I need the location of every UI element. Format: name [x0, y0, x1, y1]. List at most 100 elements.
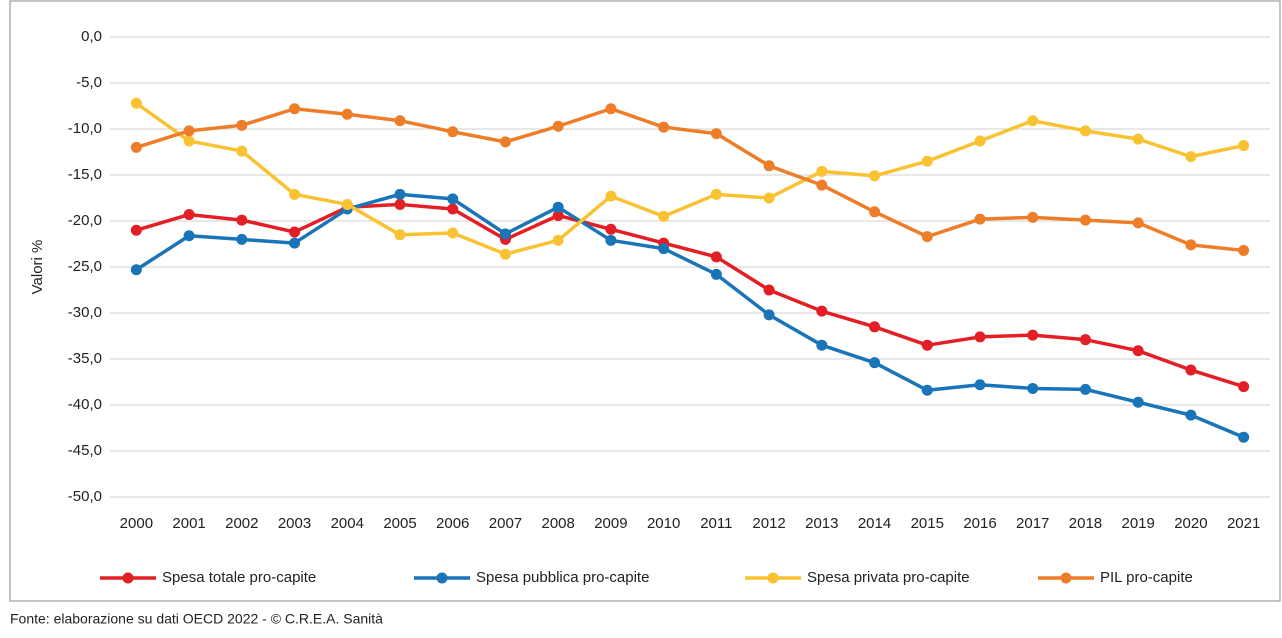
data-point [236, 214, 248, 226]
data-point [1027, 382, 1039, 394]
x-tick-label: 2017 [1016, 515, 1049, 532]
x-tick-label: 2009 [594, 515, 627, 532]
data-point [763, 160, 775, 172]
data-point [974, 135, 986, 147]
y-tick-label: -10,0 [68, 120, 102, 137]
data-point [1132, 133, 1144, 145]
x-tick-label: 2003 [278, 515, 311, 532]
source-note: Fonte: elaborazione su dati OECD 2022 - … [10, 611, 383, 627]
data-point [816, 179, 828, 191]
data-point [869, 170, 881, 182]
data-point [1132, 396, 1144, 408]
y-tick-label: -30,0 [68, 304, 102, 321]
data-point [289, 226, 301, 238]
legend-label: Spesa privata pro-capite [807, 569, 970, 586]
x-tick-label: 2004 [331, 515, 364, 532]
data-point [1079, 383, 1091, 395]
data-point [447, 203, 459, 215]
x-tick-label: 2008 [541, 515, 574, 532]
data-point [816, 339, 828, 351]
legend-marker [1060, 572, 1072, 584]
data-point [1132, 345, 1144, 357]
x-tick-label: 2006 [436, 515, 469, 532]
y-tick-label: -20,0 [68, 212, 102, 229]
legend-label: Spesa pubblica pro-capite [476, 569, 649, 586]
x-tick-label: 2016 [963, 515, 996, 532]
x-tick-label: 2007 [489, 515, 522, 532]
series-line [135, 101, 1244, 256]
data-point [710, 188, 722, 200]
data-point [1079, 125, 1091, 137]
series-line [135, 107, 1244, 253]
data-point [236, 233, 248, 245]
data-point [130, 264, 142, 276]
data-point [183, 125, 195, 137]
data-point [974, 379, 986, 391]
data-point [447, 126, 459, 138]
x-tick-label: 2000 [120, 515, 153, 532]
data-point [763, 309, 775, 321]
y-tick-label: -25,0 [68, 258, 102, 275]
data-point [1027, 211, 1039, 223]
data-point [710, 251, 722, 263]
data-point [1079, 214, 1091, 226]
data-point [605, 190, 617, 202]
data-point [183, 135, 195, 147]
data-point [1027, 115, 1039, 127]
data-point [1185, 409, 1197, 421]
data-point [130, 224, 142, 236]
data-point [1079, 334, 1091, 346]
data-point [605, 234, 617, 246]
data-point [710, 128, 722, 140]
data-point [921, 339, 933, 351]
y-tick-label: -5,0 [76, 74, 102, 91]
data-point [974, 331, 986, 343]
data-point [183, 230, 195, 242]
x-tick-label: 2002 [225, 515, 258, 532]
legend-marker [767, 572, 779, 584]
x-tick-label: 2001 [172, 515, 205, 532]
data-point [1238, 140, 1250, 152]
data-point [605, 103, 617, 115]
y-tick-label: -45,0 [68, 442, 102, 459]
data-point [869, 321, 881, 333]
data-point [1132, 217, 1144, 229]
data-point [341, 108, 353, 120]
y-tick-label: -15,0 [68, 166, 102, 183]
data-point [869, 206, 881, 218]
y-axis-label: Valori % [29, 240, 46, 295]
data-point [1185, 151, 1197, 163]
data-point [236, 145, 248, 157]
data-point [394, 115, 406, 127]
data-point [341, 198, 353, 210]
data-point [130, 97, 142, 109]
data-point [921, 155, 933, 167]
data-point [1027, 329, 1039, 341]
y-tick-label: 0,0 [81, 28, 102, 45]
x-tick-label: 2018 [1069, 515, 1102, 532]
data-point [1185, 239, 1197, 251]
data-point [658, 210, 670, 222]
data-point [552, 234, 564, 246]
data-point [710, 268, 722, 280]
data-point [763, 192, 775, 204]
data-point [921, 231, 933, 243]
x-tick-label: 2011 [700, 515, 732, 532]
x-tick-label: 2021 [1227, 515, 1260, 532]
data-point [974, 213, 986, 225]
data-point [552, 120, 564, 132]
x-tick-label: 2005 [383, 515, 416, 532]
data-point [447, 227, 459, 239]
data-point [499, 136, 511, 148]
data-point [869, 357, 881, 369]
data-point [289, 103, 301, 115]
x-tick-label: 2014 [858, 515, 891, 532]
series-line [135, 202, 1245, 389]
data-point [394, 229, 406, 241]
data-point [183, 209, 195, 221]
data-point [236, 119, 248, 131]
series-line [135, 192, 1245, 439]
data-point [921, 384, 933, 396]
data-point [1185, 364, 1197, 376]
data-point [1238, 381, 1250, 393]
